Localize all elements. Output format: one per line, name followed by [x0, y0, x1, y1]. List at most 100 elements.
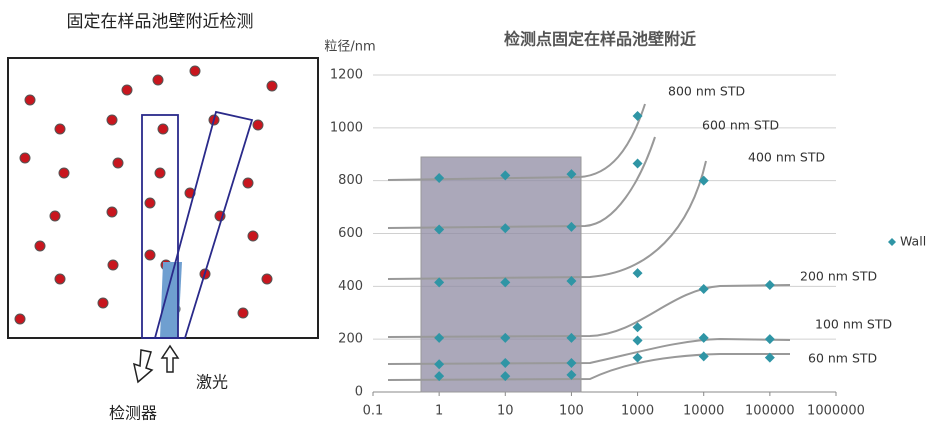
- particles: [14, 65, 278, 325]
- particle: [237, 307, 249, 319]
- particle: [58, 167, 70, 179]
- point: [698, 283, 709, 294]
- point: [500, 357, 511, 368]
- point: [764, 280, 775, 291]
- particle: [24, 94, 36, 106]
- curve-label: 200 nm STD: [800, 269, 877, 284]
- y-tick-label: 0: [355, 385, 363, 400]
- point: [500, 277, 511, 288]
- x-tick-label: 10: [497, 404, 514, 419]
- y-axis-label: 粒径/nm: [324, 40, 375, 55]
- x-tick-label: 1: [435, 404, 443, 419]
- particle: [247, 230, 259, 242]
- particle: [189, 65, 201, 77]
- particle: [154, 167, 166, 179]
- particle: [157, 123, 169, 135]
- particle: [97, 297, 109, 309]
- fit-curve: [387, 337, 791, 365]
- particle: [14, 313, 26, 325]
- particle: [34, 240, 46, 252]
- detector-arrow: [132, 349, 154, 384]
- particle: [106, 114, 118, 126]
- detector-label: 检测器: [109, 404, 157, 423]
- point: [698, 351, 709, 362]
- y-tick-label: 1000: [330, 120, 363, 135]
- x-tick-label: 10000: [683, 404, 724, 419]
- point: [566, 357, 577, 368]
- y-tick-label: 200: [338, 332, 363, 347]
- point: [434, 277, 445, 288]
- point: [566, 369, 577, 380]
- point: [500, 170, 511, 181]
- particle: [112, 157, 124, 169]
- point: [500, 223, 511, 234]
- point: [566, 169, 577, 180]
- point: [566, 221, 577, 232]
- point: [698, 332, 709, 343]
- x-tick-label: 0.1: [363, 404, 384, 419]
- curve-label: 100 nm STD: [815, 317, 892, 332]
- y-tick-label: 400: [338, 279, 363, 294]
- point: [434, 359, 445, 370]
- y-tick-label: 1200: [330, 68, 363, 83]
- x-tick-label: 1000: [621, 404, 654, 419]
- legend-label: Wall: [900, 234, 926, 249]
- particle: [144, 197, 156, 209]
- curve-label: 600 nm STD: [702, 118, 779, 133]
- y-tick-label: 800: [338, 173, 363, 188]
- particle: [54, 123, 66, 135]
- fit-curve: [387, 103, 646, 181]
- point: [434, 173, 445, 184]
- x-tick-label: 100: [559, 404, 584, 419]
- laser-label: 激光: [196, 373, 228, 392]
- particle: [19, 152, 31, 164]
- point: [566, 276, 577, 287]
- point: [698, 175, 709, 186]
- particle: [106, 206, 118, 218]
- highlight-region: [420, 156, 582, 393]
- legend-marker: [888, 238, 896, 246]
- fit-curve: [387, 136, 656, 229]
- point: [632, 268, 643, 279]
- point: [632, 322, 643, 333]
- point: [434, 371, 445, 382]
- fit-curves: [387, 103, 791, 381]
- particle: [121, 84, 133, 96]
- particle: [54, 273, 66, 285]
- x-tick-label: 1000000: [807, 404, 865, 419]
- particle: [107, 259, 119, 271]
- particle: [261, 273, 273, 285]
- detection-zone: [160, 262, 182, 338]
- particle: [49, 210, 61, 222]
- fit-curve: [387, 284, 791, 338]
- point: [632, 335, 643, 346]
- laser-arrow: [160, 344, 180, 373]
- particle: [144, 249, 156, 261]
- particle: [152, 74, 164, 86]
- point: [764, 352, 775, 363]
- point: [632, 352, 643, 363]
- particle: [242, 177, 254, 189]
- particle: [252, 119, 264, 131]
- fit-curve: [387, 353, 790, 381]
- curve-label: 400 nm STD: [748, 150, 825, 165]
- diagram-title: 固定在样品池壁附近检测: [67, 12, 254, 32]
- point: [632, 158, 643, 169]
- point: [764, 334, 775, 345]
- point: [500, 332, 511, 343]
- point: [500, 371, 511, 382]
- point: [434, 332, 445, 343]
- fit-curve: [387, 160, 707, 280]
- point: [434, 224, 445, 235]
- y-tick-label: 600: [338, 226, 363, 241]
- curve-label: 800 nm STD: [668, 84, 745, 99]
- laser-beam: [153, 110, 254, 339]
- particle: [266, 80, 278, 92]
- x-tick-label: 100000: [745, 404, 795, 419]
- curve-label: 60 nm STD: [808, 351, 877, 366]
- point: [566, 332, 577, 343]
- point: [632, 110, 643, 121]
- chart-title: 检测点固定在样品池壁附近: [504, 30, 696, 49]
